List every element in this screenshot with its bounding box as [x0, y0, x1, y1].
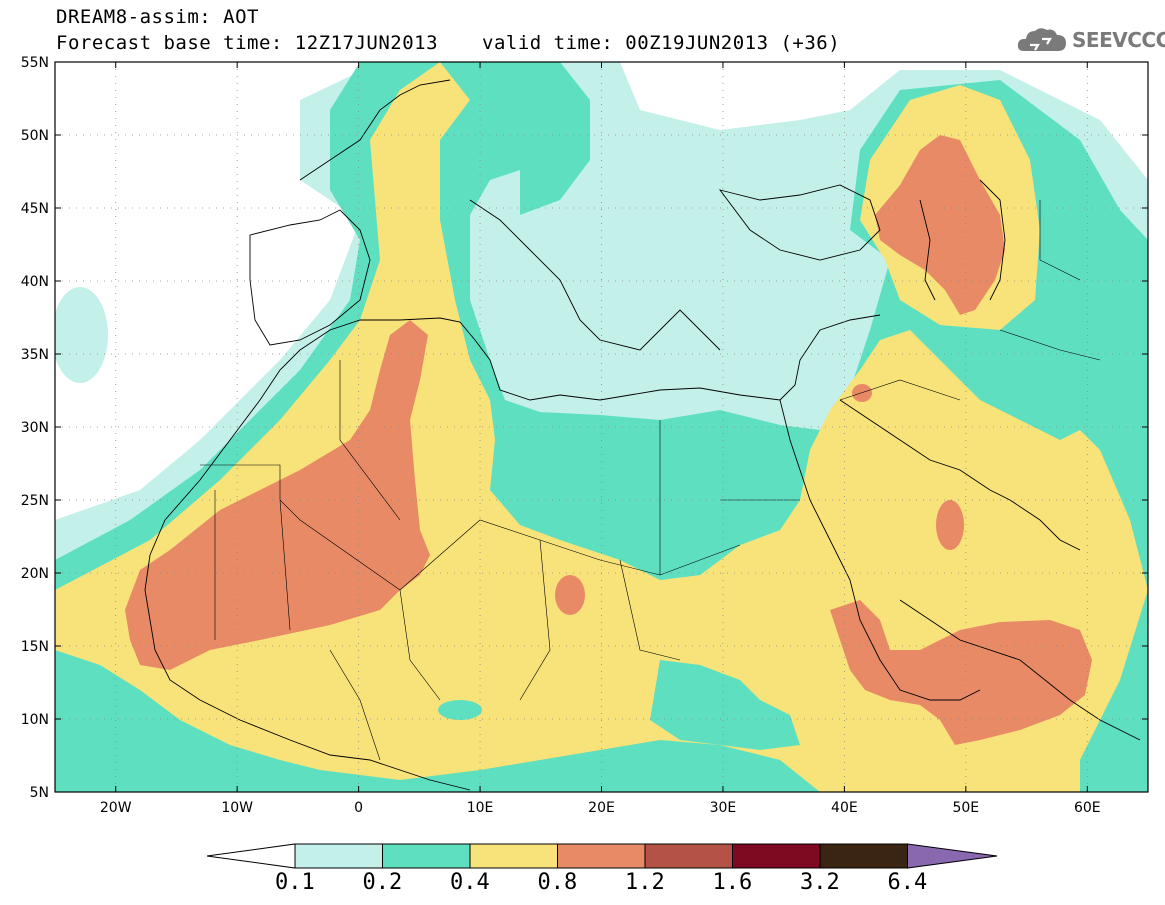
lat-tick-label: 45N: [21, 201, 49, 217]
colorbar-segment: [294, 843, 383, 869]
seevccc-logo: SEEVCCC: [1016, 22, 1165, 58]
lon-tick-label: 60E: [1074, 800, 1101, 816]
colorbar-label: 6.4: [887, 870, 928, 895]
colorbar-label: 1.6: [712, 870, 753, 895]
lon-tick-label: 20W: [100, 800, 132, 816]
lat-tick-label: 10N: [21, 712, 49, 728]
lon-tick-label: 30E: [710, 800, 737, 816]
lat-tick-label: 15N: [21, 639, 49, 655]
colorbar-label: 0.1: [275, 870, 315, 895]
lat-tick-label: 30N: [21, 420, 49, 436]
coastlines: [144, 79, 1141, 791]
colorbar-label: 0.8: [537, 870, 578, 895]
lat-tick-label: 20N: [21, 566, 49, 582]
longitude-labels: 20W 10W 0 10E 20E 30E 40E 50E 60E: [100, 800, 1101, 816]
colorbar: [206, 843, 998, 869]
lon-tick-label: 10W: [221, 800, 253, 816]
colorbar-segment: [469, 843, 558, 869]
colorbar-low-arrow: [206, 843, 296, 869]
colorbar-label: 0.2: [362, 870, 403, 895]
colorbar-label: 1.2: [625, 870, 665, 895]
lon-tick-label: 0: [354, 800, 363, 816]
lon-tick-label: 20E: [588, 800, 615, 816]
lon-tick-label: 40E: [831, 800, 858, 816]
forecast-base-time: Forecast base time: 12Z17JUN2013: [56, 32, 439, 54]
cloud-icon: [1017, 28, 1066, 51]
grid-lines: [55, 62, 1148, 792]
lon-tick-label: 50E: [952, 800, 979, 816]
lat-tick-label: 5N: [30, 785, 49, 801]
latitude-labels: 55N 50N 45N 40N 35N 30N 25N 20N 15N 10N 5N: [21, 55, 49, 801]
colorbar-segment: [557, 843, 646, 869]
axis-ticks: [55, 61, 1148, 793]
lat-tick-label: 50N: [21, 128, 49, 144]
colorbar-high-arrow: [907, 843, 998, 869]
lat-tick-label: 35N: [21, 347, 49, 363]
lat-tick-label: 55N: [21, 55, 49, 71]
colorbar-segment: [382, 843, 471, 869]
colorbar-label: 3.2: [800, 870, 840, 895]
lat-tick-label: 25N: [21, 493, 49, 509]
colorbar-segment: [732, 843, 821, 869]
lat-tick-label: 40N: [21, 274, 49, 290]
logo-text: SEEVCCC: [1072, 28, 1165, 52]
map-title: DREAM8-assim: AOT: [56, 6, 259, 28]
valid-time: valid time: 00Z19JUN2013 (+36): [482, 32, 841, 54]
lon-tick-label: 10E: [467, 800, 494, 816]
colorbar-segment: [819, 843, 908, 869]
colorbar-label: 0.4: [450, 870, 490, 895]
colorbar-segment: [644, 843, 733, 869]
